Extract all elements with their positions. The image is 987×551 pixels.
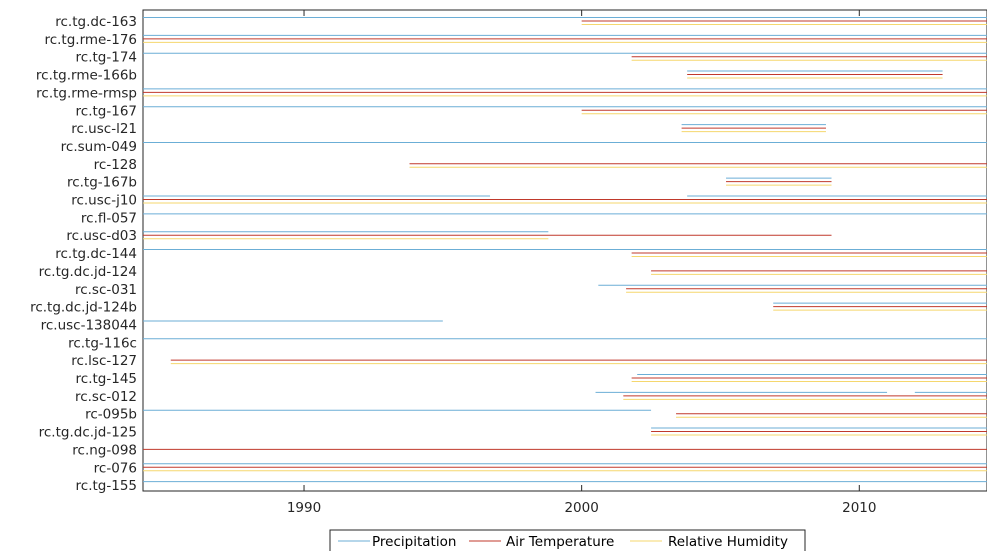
plot-frame [142,9,987,492]
y-tick-label: rc.tg-145 [76,371,137,387]
x-axis: 1990 2000 2010 [287,10,876,516]
y-tick-label: rc.tg-174 [76,50,137,66]
y-tick-label: rc.tg-155 [76,478,137,494]
legend-label: Precipitation [372,534,456,550]
y-tick-label: rc.tg.dc-144 [55,246,137,262]
y-tick-label: rc.sc-012 [75,389,137,405]
y-tick-label: rc-128 [94,157,137,173]
y-tick-label: rc.tg.rme-rmsp [36,85,137,101]
x-tick-label: 1990 [287,500,321,516]
y-tick-label: rc-076 [94,460,137,476]
y-tick-label: rc.tg-167b [67,175,137,191]
y-tick-label: rc.tg-116c [68,335,137,351]
legend-label: Relative Humidity [668,534,788,550]
y-tick-label: rc.tg-167 [76,103,137,119]
y-tick-label: rc.tg.dc.jd-124b [30,300,137,316]
y-tick-label: rc.tg.rme-166b [36,68,137,84]
y-tick-label: rc.sum-049 [61,139,137,155]
y-axis-labels: rc.tg.dc-163 rc.tg.rme-176 rc.tg-174 rc.tg.… [30,14,137,494]
y-tick-label: rc.tg.dc-163 [55,14,137,30]
y-tick-label: rc.usc-d03 [66,228,137,244]
x-tick-label: 2010 [842,500,876,516]
y-tick-label: rc.fl-057 [81,210,137,226]
legend-box [329,529,806,551]
y-tick-label: rc.usc-138044 [41,317,137,333]
y-tick-label: rc.usc-j10 [71,193,137,209]
y-tick-label: rc.sc-031 [75,282,137,298]
y-tick-label: rc-095b [85,407,137,423]
y-tick-label: rc.lsc-127 [71,353,137,369]
y-tick-label: rc.tg.rme-176 [44,32,137,48]
plot-area [142,9,987,492]
y-tick-label: rc.tg.dc.jd-125 [39,425,137,441]
x-tick-label: 2000 [564,500,598,516]
y-tick-label: rc.ng-098 [72,442,137,458]
legend: Precipitation Air Temperature Relative Hum… [329,529,806,551]
y-tick-label: rc.tg.dc.jd-124 [39,264,137,280]
legend-label: Air Temperature [506,534,614,550]
y-tick-label: rc.usc-l21 [71,121,137,137]
